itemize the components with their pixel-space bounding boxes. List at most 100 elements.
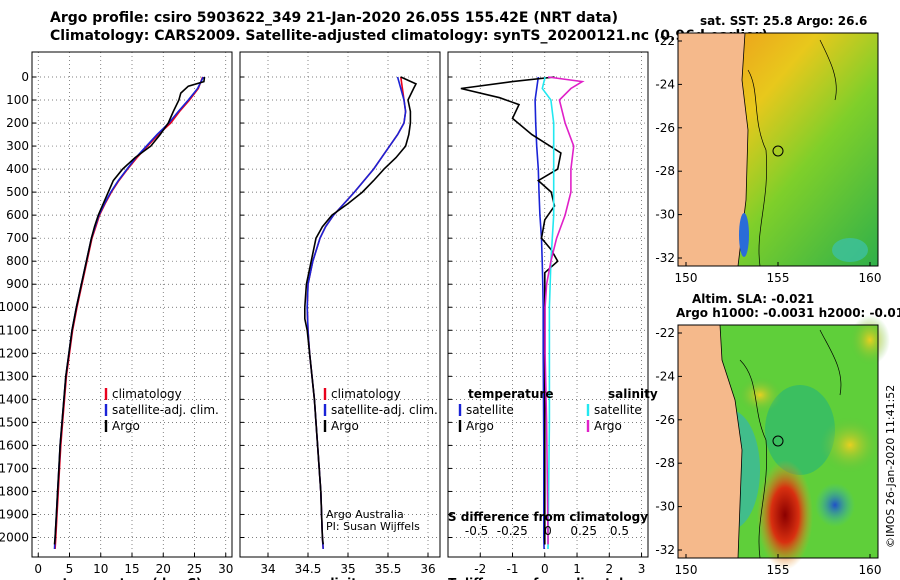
panel-frame [239,51,441,558]
x-tick-label: 36 [420,562,435,576]
y-tick-label: 300 [6,139,29,153]
map-y-tick-label: -30 [655,208,675,222]
map-y-tick-label: -28 [655,456,675,470]
y-tick-label: 500 [6,185,29,199]
x-axis-label: temperature (deg C) [63,576,202,580]
map-y-tick-label: -32 [655,543,675,557]
temperature-panel: 0 5 10 15 20 25 300100200300400500600700800900… [0,51,233,580]
x-tick-label: 0 [541,562,549,576]
y-tick-label: 1600 [0,438,29,452]
map-y-tick-label: -28 [655,164,675,178]
map-y-tick-label: -26 [655,413,675,427]
title-line-2: Climatology: CARS2009. Satellite-adjuste… [50,28,768,44]
credit-line-2: PI: Susan Wijffels [326,520,420,533]
sla-map-title-1: Altim. SLA: -0.021 [692,292,815,306]
x-tick-label: 15 [124,562,139,576]
legend-label: climatology [331,387,401,401]
s-tick-label: 0 [544,524,552,538]
map-y-tick-label: -30 [655,500,675,514]
y-tick-label: 1800 [0,484,29,498]
map-y-tick-label: -24 [655,77,675,91]
legend-title-temperature: temperature [468,387,553,401]
map-y-tick-label: -24 [655,369,675,383]
map-x-tick-label: 155 [767,563,790,577]
series-line-salinity-argo [544,76,585,545]
legend-label: Argo [466,419,494,433]
map-y-tick-label: -26 [655,121,675,135]
panel-frame [447,51,649,558]
x-tick-label: 5 [66,562,74,576]
legend-label: Argo [112,419,140,433]
sst-map: 150 155 160 -22 -24 -26 -28 -30 -32 [655,32,881,285]
sst-map-title: sat. SST: 25.8 Argo: 26.6 [700,14,868,28]
series-line-salinity-satellite [541,76,555,550]
title-line-1: Argo profile: csiro 5903622_349 21-Jan-2… [50,10,619,26]
y-tick-label: 1700 [0,461,29,475]
x-tick-label: 2 [605,562,613,576]
legend-title-salinity: salinity [608,387,658,401]
x-tick-label: -1 [507,562,519,576]
x-tick-label: 34.5 [295,562,322,576]
y-tick-label: 1000 [0,300,29,314]
sst-map-land [678,33,748,266]
imos-stamp: ©IMOS 26-Jan-2020 11:41:52 [884,384,897,548]
series-line-satellite-adj-clim- [53,76,205,550]
sla-argo-position [772,435,784,447]
sla-warm-eddy [757,460,813,570]
x-axis-label: T difference from climatology [448,576,648,580]
y-tick-label: 1200 [0,346,29,360]
y-tick-label: 1300 [0,369,29,383]
s-tick-label: 0.25 [570,524,597,538]
sla-map-title-2: Argo h1000: -0.0031 h2000: -0.016 [676,306,900,320]
sst-cool-coastal [739,213,749,257]
y-tick-label: 600 [6,208,29,222]
y-tick-label: 100 [6,93,29,107]
s-tick-label: -0.25 [497,524,528,538]
y-tick-label: 0 [21,70,29,84]
y-tick-label: 400 [6,162,29,176]
s-tick-label: 0.5 [610,524,629,538]
x-axis-label: salinity [315,576,365,580]
y-tick-label: 1400 [0,392,29,406]
y-tick-label: 1100 [0,323,29,337]
x-tick-label: 34 [260,562,275,576]
y-tick-label: 800 [6,254,29,268]
legend-label: satellite [594,403,642,417]
map-y-tick-label: -22 [655,326,675,340]
y-tick-label: 2000 [0,530,29,544]
series-line-satellite-adj-clim- [306,76,407,550]
map-x-tick-label: 150 [675,563,698,577]
x-tick-label: 35.5 [375,562,402,576]
x-tick-label: -2 [474,562,486,576]
series-line-argo [53,76,206,545]
map-x-tick-label: 150 [675,271,698,285]
series-line-temperature-satellite [534,76,545,550]
legend-label: Argo [331,419,359,433]
series-line-temperature-argo [460,76,562,545]
difference-panel: -2 -1 0 1 2 3T difference from climatology tem… [447,51,658,580]
sla-map: 150 155 160 -22 -24 -26 -28 -30 -32 [655,315,890,577]
map-x-tick-label: 160 [859,563,882,577]
y-tick-label: 200 [6,116,29,130]
legend-label: Argo [594,419,622,433]
x-tick-label: 3 [638,562,646,576]
x-tick-label: 35 [340,562,355,576]
map-x-tick-label: 155 [767,271,790,285]
x-tick-label: 10 [93,562,108,576]
legend-label: satellite-adj. clim. [112,403,219,417]
y-tick-label: 700 [6,231,29,245]
x-tick-label: 30 [218,562,233,576]
x-tick-label: 0 [34,562,42,576]
x-tick-label: 1 [573,562,581,576]
s-tick-label: -0.5 [465,524,488,538]
sst-argo-position [772,145,784,157]
x-tick-label: 20 [156,562,171,576]
salinity-panel: 34 34.5 35 35.5 36 salinity climatology satelli… [239,51,441,580]
credit-line-1: Argo Australia [326,508,404,521]
sst-map-ticks: 150 155 160 -22 -24 -26 -28 -30 -32 [655,34,881,285]
map-y-tick-label: -22 [655,34,675,48]
sla-map-ticks: 150 155 160 -22 -24 -26 -28 -30 -32 [655,326,881,577]
series-line-climatology [54,76,204,550]
legend-label: satellite-adj. clim. [331,403,438,417]
